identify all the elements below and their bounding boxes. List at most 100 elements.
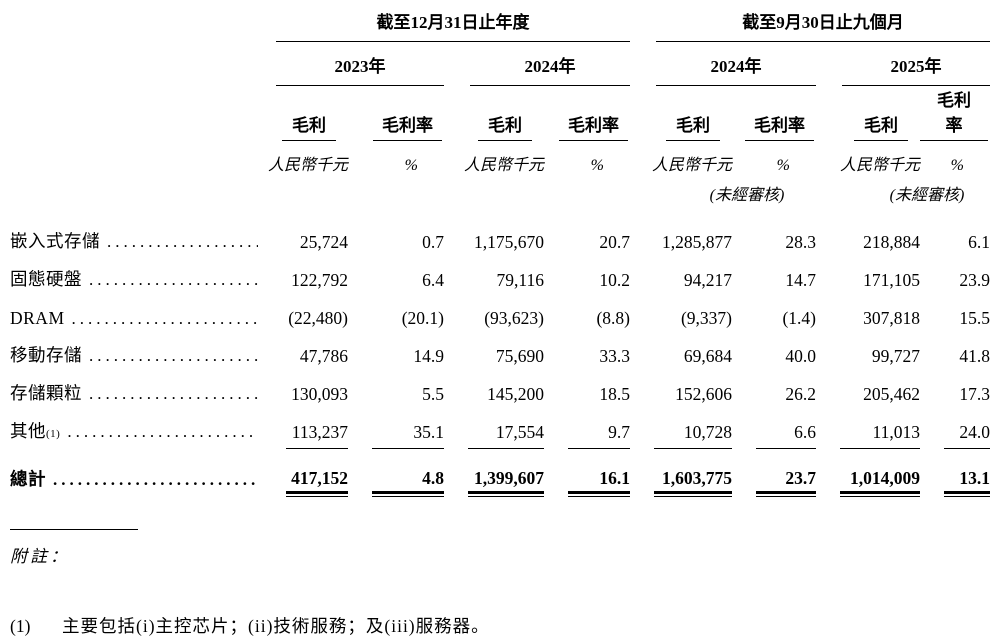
cell-gross-profit: 1,175,670 (444, 221, 544, 259)
cell-gross-profit: 145,200 (444, 373, 544, 411)
cell-gross-profit: 171,105 (816, 259, 920, 297)
table-row-total: 總計 417,152 4.8 1,399,607 16.1 1,603,775 … (10, 449, 990, 497)
footnote-text: 主要包括(i)主控芯片；(ii)技術服務；及(iii)服務器。 (62, 616, 490, 636)
cell-gross-profit: 1,285,877 (630, 221, 732, 259)
cell-gross-margin: 6.1 (920, 221, 990, 259)
dot-leader (89, 345, 258, 366)
cell-total-gross-margin: 13.1 (920, 449, 990, 497)
cell-gross-margin: 23.9 (920, 259, 990, 297)
cell-gross-margin: 17.3 (920, 373, 990, 411)
cell-gross-profit: 218,884 (816, 221, 920, 259)
cell-value: 0.7 (422, 232, 444, 252)
year-label: 2024年 (656, 52, 816, 86)
cell-value: 307,818 (863, 308, 920, 328)
table-row-embedded-storage: 嵌入式存儲 25,724 0.7 1,175,670 20.7 1,285,87… (10, 221, 990, 259)
row-label: DRAM (10, 308, 65, 328)
cell-gross-margin: 5.5 (348, 373, 444, 411)
row-label: 其他 (10, 421, 46, 441)
unit-currency: 人民幣千元 (463, 157, 544, 174)
col-header-gross-profit: 毛利 (816, 86, 920, 141)
row-label-cell: 存儲顆粒 (10, 373, 262, 411)
double-rule: 16.1 (568, 468, 630, 497)
cell-value: 17,554 (468, 422, 544, 449)
row-label: 移動存儲 (10, 345, 82, 365)
col-header-label: 毛利 (666, 111, 720, 141)
row-label: 固態硬盤 (10, 269, 82, 289)
notes-section: 附註： (1) 主要包括(i)主控芯片；(ii)技術服務；及(iii)服務器。 (10, 529, 990, 638)
cell-value: 1,285,877 (662, 232, 732, 252)
table-row-storage-wafers: 存儲顆粒 130,093 5.5 145,200 18.5 152,606 26… (10, 373, 990, 411)
cell-value: 171,105 (863, 270, 920, 290)
cell-gross-profit: (22,480) (262, 297, 348, 335)
row-label: 總計 (10, 469, 46, 489)
cell-gross-profit: 75,690 (444, 335, 544, 373)
row-label-cell: 嵌入式存儲 (10, 221, 262, 259)
year-header-2024: 2024年 (444, 42, 630, 86)
cell-gross-margin: 6.6 (732, 411, 816, 449)
cell-value: 75,690 (495, 346, 544, 366)
cell-gross-margin: (8.8) (544, 297, 630, 335)
unit-currency: 人民幣千元 (839, 157, 920, 174)
units-row: 人民幣千元 % 人民幣千元 % 人民幣千元 % 人民幣千元 % (10, 141, 990, 175)
cell-gross-profit: 122,792 (262, 259, 348, 297)
cell-value: 1,399,607 (468, 468, 544, 494)
dot-leader (72, 308, 258, 329)
cell-value: 33.3 (599, 346, 630, 366)
unaudited-row: (未經審核) (未經審核) (10, 175, 990, 205)
year-header-2024-9m: 2024年 (630, 42, 816, 86)
unit-percent: % (590, 157, 604, 174)
col-header-label: 毛利率 (559, 111, 628, 141)
cell-value: 26.2 (785, 384, 816, 404)
year-label: 2025年 (842, 52, 990, 86)
col-header-gross-margin: 毛利率 (348, 86, 444, 141)
cell-value: 6.4 (422, 270, 444, 290)
blank-cell (444, 175, 630, 205)
row-label: 嵌入式存儲 (10, 231, 100, 251)
cell-gross-profit: 79,116 (444, 259, 544, 297)
cell-gross-margin: 0.7 (348, 221, 444, 259)
cell-total-gross-profit: 1,399,607 (444, 449, 544, 497)
cell-value: 5.5 (422, 384, 444, 404)
cell-value: (93,623) (484, 308, 544, 328)
blank-cell (10, 86, 262, 141)
year-label: 2023年 (276, 52, 444, 86)
footnote-divider (10, 529, 138, 530)
cell-gross-margin: 28.3 (732, 221, 816, 259)
blank-cell (10, 42, 262, 86)
double-rule: 1,014,009 (840, 468, 920, 497)
cell-value: 17.3 (959, 384, 990, 404)
group-title-fy: 截至12月31日止年度 (276, 8, 630, 42)
cell-value: 41.8 (959, 346, 990, 366)
cell-total-gross-profit: 1,603,775 (630, 449, 732, 497)
cell-gross-profit: (93,623) (444, 297, 544, 335)
unit-currency: 人民幣千元 (651, 157, 732, 174)
cell-gross-margin: 15.5 (920, 297, 990, 335)
notes-heading: 附註： (10, 547, 70, 566)
footnote-number: (1) (10, 616, 31, 636)
col-header-label: 毛利 (282, 111, 336, 141)
cell-value: 11,013 (840, 422, 920, 449)
cell-gross-margin: 41.8 (920, 335, 990, 373)
cell-value: 94,217 (683, 270, 732, 290)
cell-value: (1.4) (782, 308, 816, 328)
col-header-gross-profit: 毛利 (262, 86, 348, 141)
cell-value: (22,480) (288, 308, 348, 328)
blank-cell (10, 205, 990, 221)
double-rule: 1,399,607 (468, 468, 544, 497)
cell-gross-profit: 69,684 (630, 335, 732, 373)
cell-value: 69,684 (683, 346, 732, 366)
blank-cell (10, 175, 262, 205)
unit-currency: 人民幣千元 (267, 157, 348, 174)
cell-value: 25,724 (299, 232, 348, 252)
unaudited-label: (未經審核) (889, 187, 965, 204)
cell-total-gross-margin: 16.1 (544, 449, 630, 497)
unit-percent: % (950, 157, 964, 174)
cell-value: 47,786 (299, 346, 348, 366)
cell-value: 15.5 (959, 308, 990, 328)
cell-gross-margin: 6.4 (348, 259, 444, 297)
cell-gross-margin: 35.1 (348, 411, 444, 449)
col-header-gross-margin: 毛利率 (920, 86, 990, 141)
cell-value: 152,606 (675, 384, 732, 404)
cell-value: 205,462 (863, 384, 920, 404)
cell-gross-profit: 205,462 (816, 373, 920, 411)
